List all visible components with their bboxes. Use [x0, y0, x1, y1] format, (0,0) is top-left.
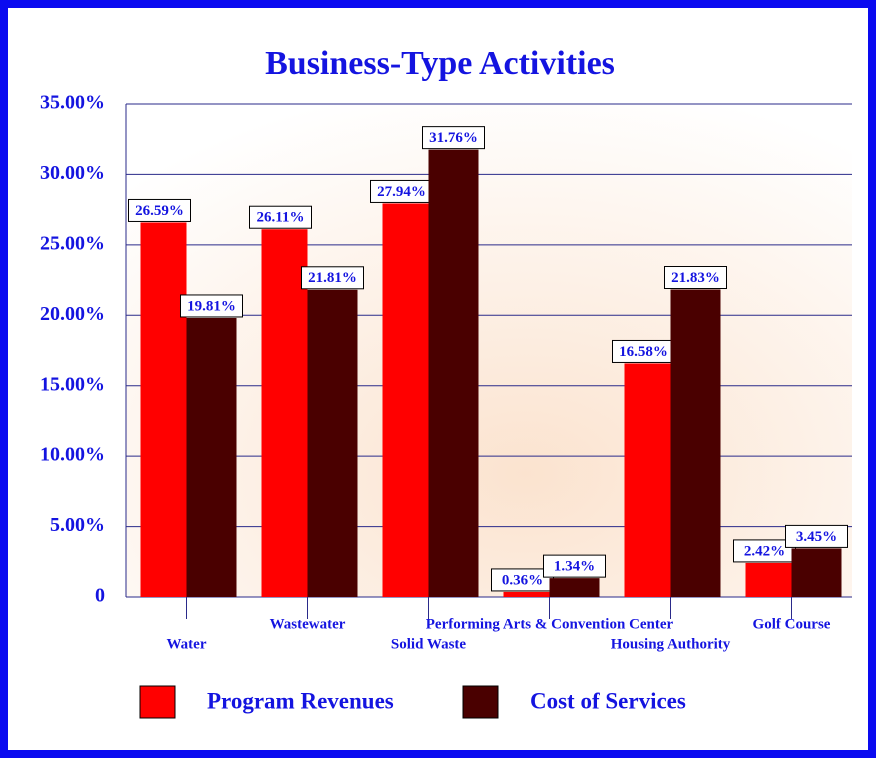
y-tick-label: 25.00% [40, 232, 105, 254]
y-tick-label: 30.00% [40, 162, 105, 184]
x-tick-label: Housing Authority [611, 636, 731, 652]
x-tick-label: Water [167, 636, 207, 652]
legend-label: Program Revenues [207, 688, 394, 713]
bar [670, 289, 721, 597]
value-label-box [543, 554, 606, 578]
legend-label: Cost of Services [530, 688, 686, 713]
bar [624, 363, 671, 597]
value-label: 21.83% [671, 270, 720, 286]
value-label: 3.45% [796, 529, 837, 545]
bar [791, 548, 842, 597]
value-label-box [128, 198, 191, 222]
value-label-box [301, 266, 364, 290]
value-label-box [785, 524, 848, 548]
value-label-box [180, 294, 243, 318]
value-label-box [422, 126, 485, 150]
bar [186, 317, 237, 597]
y-tick-label: 5.00% [50, 514, 105, 536]
y-tick-label: 0 [95, 585, 105, 607]
x-tick-label: Solid Waste [391, 636, 467, 652]
value-label: 2.42% [744, 543, 785, 559]
bar [428, 149, 479, 598]
plot-area [126, 104, 852, 597]
bar [382, 203, 429, 598]
value-label: 26.11% [257, 210, 305, 226]
value-label: 19.81% [187, 298, 236, 314]
value-label: 31.76% [429, 130, 478, 146]
bar [140, 222, 187, 597]
value-label: 16.58% [619, 344, 668, 360]
legend-swatch [462, 685, 499, 719]
x-tick-label: Performing Arts & Convention Center [426, 616, 674, 632]
chart-title: Business-Type Activities [265, 45, 615, 82]
y-tick-label: 35.00% [40, 92, 105, 114]
x-tick-label: Golf Course [753, 616, 831, 632]
value-label: 21.81% [308, 270, 357, 286]
y-tick-label: 15.00% [40, 373, 105, 395]
bar [745, 562, 792, 597]
bar [549, 578, 600, 597]
y-tick-label: 10.00% [40, 444, 105, 466]
value-label: 26.59% [135, 203, 184, 219]
x-tick-label: Wastewater [270, 616, 346, 632]
bar [261, 229, 308, 598]
bar [307, 289, 358, 597]
value-label-box [664, 266, 727, 290]
value-label: 1.34% [554, 559, 595, 575]
y-tick-label: 20.00% [40, 303, 105, 325]
value-label-box [249, 205, 312, 229]
value-label: 27.94% [377, 184, 426, 200]
bar [503, 591, 550, 597]
value-label: 0.36% [502, 572, 543, 588]
legend-swatch [139, 685, 176, 719]
